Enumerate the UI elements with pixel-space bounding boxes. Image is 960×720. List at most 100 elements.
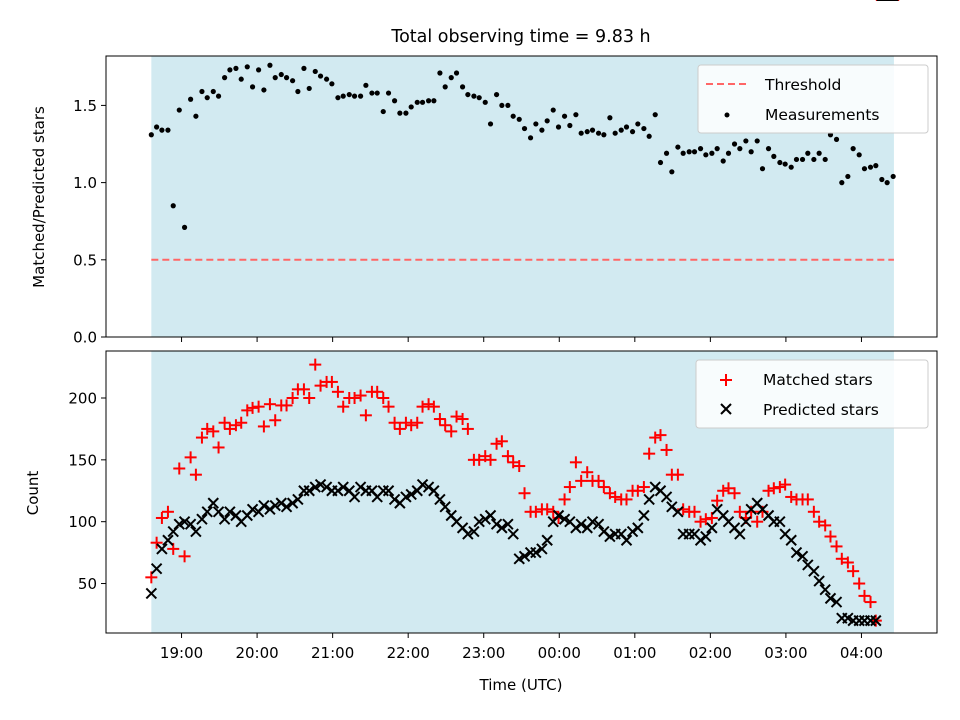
- predicted-star-point: [530, 546, 542, 559]
- matched-star-point: [484, 453, 497, 466]
- matched-star-point: [331, 385, 344, 398]
- measurement-point: [414, 99, 420, 105]
- measurement-point: [703, 152, 709, 158]
- matched-star-point: [297, 383, 310, 396]
- top-y-axis-label: Matched/Predicted stars: [30, 106, 48, 288]
- measurement-point: [669, 169, 675, 175]
- predicted-star-point: [790, 546, 803, 559]
- predicted-stars-layer: [145, 0, 899, 627]
- measurement-point: [188, 96, 194, 102]
- matched-star-point: [819, 519, 832, 532]
- matched-star-point: [762, 484, 775, 497]
- matched-star-point: [671, 468, 684, 481]
- measurement-point: [227, 67, 233, 73]
- measurement-point: [788, 164, 794, 170]
- predicted-star-point: [246, 503, 259, 516]
- measurement-point: [397, 110, 403, 116]
- measurement-point: [374, 90, 380, 96]
- measurement-point: [533, 121, 539, 127]
- predicted-star-point: [700, 530, 712, 543]
- bottom-panel: 50 100 150 200 19:00 20:00 21:00 22:00 23:00 00:…: [24, 0, 938, 662]
- measurement-point: [380, 108, 386, 115]
- measurement-point: [833, 136, 840, 142]
- predicted-star-point: [434, 493, 446, 506]
- top-axes-frame: [105, 55, 938, 338]
- matched-star-point: [841, 556, 854, 569]
- predicted-star-point: [830, 596, 843, 608]
- predicted-star-point: [292, 493, 304, 506]
- matched-star-point: [416, 400, 429, 413]
- measurement-point: [510, 113, 516, 119]
- matched-star-point: [745, 505, 758, 518]
- measurement-point: [267, 62, 273, 68]
- measurement-point: [657, 159, 664, 166]
- predicted-star-point: [626, 525, 639, 538]
- matched-star-point: [773, 481, 786, 494]
- predicted-star-point: [314, 478, 327, 491]
- x-tick-label: 21:00: [311, 644, 354, 662]
- matched-star-point: [461, 422, 474, 435]
- x-tick-label: 19:00: [160, 644, 203, 662]
- measurement-point: [589, 127, 596, 133]
- predicted-star-point: [518, 550, 531, 563]
- matched-star-point: [286, 392, 299, 404]
- predicted-star-point: [416, 478, 429, 491]
- matched-star-point: [246, 401, 259, 414]
- matched-star-point: [785, 490, 798, 503]
- predicted-star-point: [190, 525, 202, 538]
- matched-star-point: [411, 416, 424, 429]
- matched-star-point: [547, 505, 560, 518]
- predicted-star-point: [796, 550, 809, 563]
- x-tick-label: 04:00: [840, 644, 883, 662]
- measurement-point: [159, 127, 165, 133]
- predicted-star-point: [280, 501, 293, 513]
- matched-star-point: [427, 400, 440, 413]
- matched-star-point: [699, 513, 712, 526]
- predicted-star-point: [638, 509, 650, 522]
- measurement-point: [323, 76, 330, 82]
- matched-star-point: [354, 389, 367, 402]
- measurement-point: [148, 132, 154, 138]
- predicted-star-point: [439, 501, 451, 513]
- top-legend-box: [697, 64, 929, 134]
- matched-star-point: [830, 540, 843, 553]
- measurement-point: [861, 166, 868, 172]
- measurement-point: [771, 153, 777, 159]
- matched-star-point: [541, 503, 554, 516]
- matched-star-point: [518, 487, 531, 500]
- matched-star-point: [473, 453, 486, 466]
- matched-star-point: [280, 399, 293, 412]
- measurement-point: [607, 115, 613, 121]
- predicted-star-point: [536, 543, 548, 555]
- measurement-point: [709, 150, 715, 156]
- matched-star-point: [377, 392, 390, 404]
- predicted-star-point: [303, 485, 315, 497]
- predicted-star-point: [348, 491, 361, 503]
- measurement-point: [567, 122, 573, 129]
- measurement-point: [629, 129, 636, 135]
- predicted-star-point: [428, 485, 440, 497]
- matched-star-point: [348, 392, 361, 404]
- measurement-point: [561, 113, 568, 119]
- predicted-star-point: [201, 506, 213, 518]
- matched-star-point: [592, 474, 605, 487]
- measurement-point: [176, 107, 182, 113]
- matched-star-point: [218, 416, 231, 429]
- measurement-point: [805, 150, 811, 156]
- measurement-point: [357, 93, 364, 99]
- predicted-star-point: [694, 534, 707, 546]
- measurement-point: [816, 150, 822, 156]
- matched-star-point: [393, 422, 406, 435]
- x-tick-label: 02:00: [689, 644, 732, 662]
- matched-star-point: [314, 379, 327, 392]
- bottom-legend-box: [695, 359, 929, 429]
- matched-star-point: [405, 419, 418, 432]
- predicted-star-point: [813, 575, 825, 587]
- matched-star-point: [173, 462, 186, 475]
- matched-star-point: [779, 478, 792, 491]
- legend-measurements-label: Measurements: [765, 106, 880, 124]
- predicted-star-point: [196, 513, 208, 525]
- measurement-point: [369, 90, 375, 96]
- measurement-point: [873, 163, 879, 169]
